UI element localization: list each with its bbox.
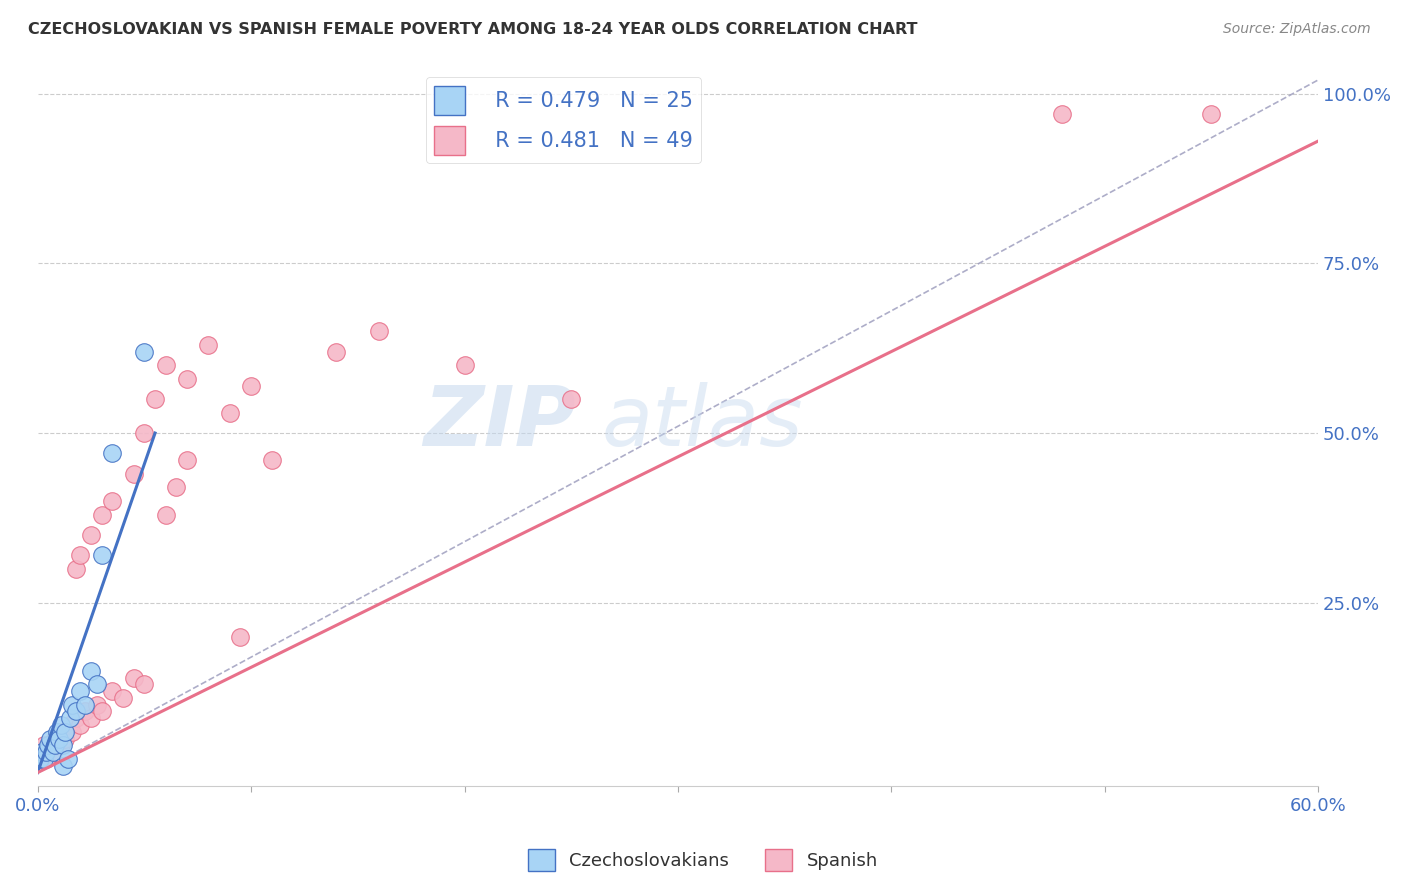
- Point: [112, 690, 135, 705]
- Point: [122, 671, 145, 685]
- Point: [80, 664, 103, 678]
- Point: [60, 724, 83, 739]
- Point: [134, 344, 156, 359]
- Point: [69, 684, 91, 698]
- Point: [101, 494, 124, 508]
- Point: [28, 752, 51, 766]
- Point: [69, 718, 91, 732]
- Point: [218, 406, 240, 420]
- Point: [65, 705, 87, 719]
- Point: [39, 739, 62, 753]
- Point: [45, 724, 67, 739]
- Point: [28, 752, 51, 766]
- Point: [45, 739, 67, 753]
- Point: [59, 711, 82, 725]
- Point: [1050, 107, 1073, 121]
- Point: [52, 739, 75, 753]
- Point: [65, 711, 87, 725]
- Point: [134, 425, 156, 440]
- Point: [37, 739, 59, 753]
- Point: [165, 480, 187, 494]
- Point: [176, 372, 198, 386]
- Point: [48, 731, 70, 746]
- Point: [122, 467, 145, 481]
- Point: [32, 739, 55, 753]
- Point: [35, 745, 58, 759]
- Point: [560, 392, 582, 406]
- Point: [262, 453, 284, 467]
- Point: [55, 731, 77, 746]
- Point: [41, 745, 63, 759]
- Point: [176, 453, 198, 467]
- Point: [86, 677, 108, 691]
- Point: [134, 677, 156, 691]
- Point: [90, 508, 112, 522]
- Point: [31, 745, 53, 759]
- Point: [143, 392, 166, 406]
- Point: [101, 684, 124, 698]
- Point: [197, 338, 219, 352]
- Point: [80, 528, 103, 542]
- Point: [51, 718, 73, 732]
- Point: [1201, 107, 1223, 121]
- Point: [52, 724, 75, 739]
- Point: [368, 324, 391, 338]
- Point: [80, 711, 103, 725]
- Point: [240, 378, 263, 392]
- Point: [65, 562, 87, 576]
- Legend: Czechoslovakians, Spanish: Czechoslovakians, Spanish: [520, 842, 886, 879]
- Point: [155, 358, 177, 372]
- Legend:   R = 0.479   N = 25,   R = 0.481   N = 49: R = 0.479 N = 25, R = 0.481 N = 49: [426, 78, 702, 163]
- Point: [59, 718, 82, 732]
- Point: [229, 630, 252, 644]
- Point: [41, 745, 63, 759]
- Point: [35, 752, 58, 766]
- Point: [453, 358, 475, 372]
- Point: [90, 549, 112, 563]
- Point: [69, 549, 91, 563]
- Point: [31, 745, 53, 759]
- Point: [51, 739, 73, 753]
- Text: CZECHOSLOVAKIAN VS SPANISH FEMALE POVERTY AMONG 18-24 YEAR OLDS CORRELATION CHAR: CZECHOSLOVAKIAN VS SPANISH FEMALE POVERT…: [28, 22, 918, 37]
- Point: [73, 705, 96, 719]
- Point: [55, 724, 77, 739]
- Point: [101, 446, 124, 460]
- Point: [44, 739, 66, 753]
- Point: [60, 698, 83, 712]
- Point: [90, 705, 112, 719]
- Point: [52, 758, 75, 772]
- Point: [325, 344, 347, 359]
- Text: atlas: atlas: [602, 383, 803, 463]
- Point: [86, 698, 108, 712]
- Text: Source: ZipAtlas.com: Source: ZipAtlas.com: [1223, 22, 1371, 37]
- Point: [39, 731, 62, 746]
- Point: [37, 745, 59, 759]
- Point: [48, 731, 70, 746]
- Point: [32, 752, 55, 766]
- Point: [44, 731, 66, 746]
- Point: [73, 698, 96, 712]
- Point: [155, 508, 177, 522]
- Text: ZIP: ZIP: [423, 383, 575, 463]
- Point: [56, 752, 79, 766]
